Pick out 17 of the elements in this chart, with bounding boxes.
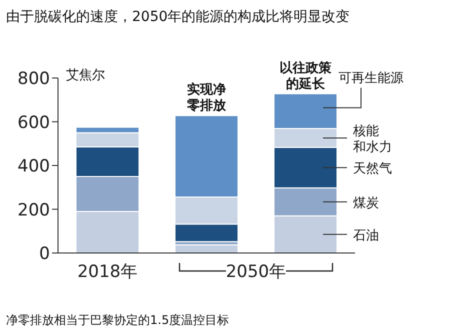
series-label: 石油: [353, 228, 379, 244]
series-label: 可再生能源: [338, 70, 404, 86]
y-tick-label: 600: [18, 112, 50, 133]
series-label: 天然气: [353, 162, 392, 177]
y-tick-label: 800: [18, 69, 50, 90]
y-tick-label: 0: [39, 244, 50, 264]
y-axis-title: 艾焦尔: [66, 67, 105, 84]
x-tick-label: 2018年: [77, 262, 138, 282]
x-tick-label: 以往政策的延长: [280, 60, 332, 92]
series-label: 煤炭: [353, 196, 379, 211]
y-tick-label: 400: [18, 156, 50, 177]
x-tick-label: 实现净零排放: [186, 82, 227, 114]
series-label: 核能和水力: [352, 124, 392, 155]
text: 2050年: [226, 262, 286, 282]
text: 净零排放相当于巴黎协定的1.5度温控目标: [6, 312, 230, 329]
chart-title: 由于脱碳化的速度，2050年的能源的构成比将明显改变: [6, 8, 350, 26]
y-tick-label: 200: [18, 200, 50, 220]
